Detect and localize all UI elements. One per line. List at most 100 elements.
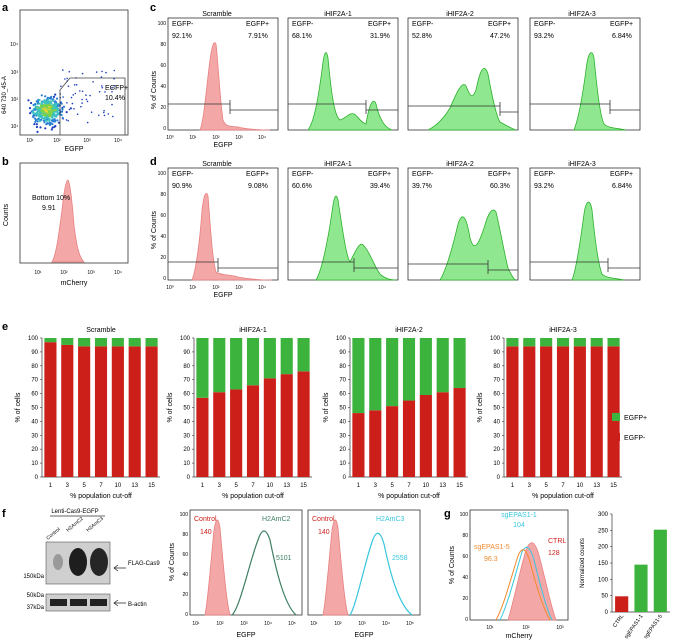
x-ticks: 10¹ 10² 10³ 10⁴ 10⁵ xyxy=(310,621,413,627)
panel-f-histogram-h2amc3: Control 140 H2AmC3 2558 EGFP 10¹ 10² 10³… xyxy=(307,509,421,639)
y-tick-label: 90 xyxy=(183,350,190,356)
y-tick: 0 xyxy=(163,126,166,132)
scatter-point xyxy=(38,98,41,102)
y-tick: 60 xyxy=(160,63,166,69)
x-tick-label: 1 xyxy=(357,483,361,489)
scatter-point xyxy=(40,102,43,105)
x-tick: 10⁵ xyxy=(406,621,414,627)
scatter-point xyxy=(113,85,116,87)
neg-label: EGFP- xyxy=(412,21,434,28)
scatter-point xyxy=(111,86,113,89)
y-tick-label: 30 xyxy=(339,433,346,439)
x-axis-label: EGFP xyxy=(236,632,255,639)
scatter-point xyxy=(90,111,93,113)
bar-egfp-pos xyxy=(540,338,553,347)
bar-egfp-neg xyxy=(453,388,466,477)
bar-egfp-pos xyxy=(297,338,310,372)
x-axis-label: % population cut-off xyxy=(222,493,284,500)
x-tick: 10¹ xyxy=(192,621,200,627)
marker-label: 150kDa xyxy=(23,574,44,580)
panel-label-g: g xyxy=(444,508,451,520)
y-tick-label: 30 xyxy=(183,433,190,439)
x-tick-label: 13 xyxy=(131,483,138,489)
scatter-point xyxy=(113,69,116,72)
y-tick-label: 0 xyxy=(605,610,609,616)
egfp-histogram xyxy=(571,201,625,281)
x-tick: 10² xyxy=(522,625,530,631)
bar-egfp-neg xyxy=(540,346,553,477)
mcherry-histogram xyxy=(51,179,85,263)
x-tick: 10² xyxy=(60,270,68,276)
y-tick-label: 30 xyxy=(493,433,500,439)
scatter-point xyxy=(28,107,32,110)
bar-egfp-pos xyxy=(386,338,399,407)
x-tick: 10² xyxy=(212,135,220,141)
scatter-point xyxy=(41,105,44,108)
scatter-point xyxy=(52,95,56,98)
gate-label: Bottom 10% xyxy=(32,195,70,202)
x-tick-label: 7 xyxy=(407,483,411,489)
y-axis-label: Normalized counts xyxy=(580,538,586,588)
y-tick: 80 xyxy=(160,42,166,48)
scatter-point xyxy=(55,110,58,113)
y-tick-label: 50 xyxy=(31,406,38,412)
x-tick-label: 13 xyxy=(283,483,290,489)
y-tick-label: 40 xyxy=(183,419,190,425)
scatter-point xyxy=(45,109,48,112)
neg-label: EGFP- xyxy=(172,21,194,28)
panel-d-ihif2a-2: iHIF2A-2 EGFP- 39.7% EGFP+ 60.3% xyxy=(407,161,519,281)
bar-egfp-neg xyxy=(607,346,620,477)
d-x-ticks: 10⁰ 10¹ 10² 10³ 10⁴ xyxy=(166,285,266,291)
bar-egfp-neg xyxy=(94,346,108,477)
panel-c-ihif2a-2: iHIF2A-2 EGFP- 52.8% EGFP+ 47.2% xyxy=(407,11,519,131)
y-tick-label: 60 xyxy=(339,392,346,398)
x-tick: 10⁰ xyxy=(166,285,174,291)
scatter-point xyxy=(66,102,68,104)
scatter-point xyxy=(41,115,44,118)
y-tick: 10⁴ xyxy=(10,42,18,48)
scatter-point xyxy=(44,95,47,98)
scatter-point xyxy=(86,100,89,103)
scatter-point xyxy=(43,113,46,116)
x-tick-label: 1 xyxy=(511,483,515,489)
scatter-point xyxy=(53,110,57,113)
s5-value: 96.3 xyxy=(484,556,498,563)
scatter-point xyxy=(35,123,39,126)
scatter-point xyxy=(66,77,68,80)
gate-label: EGFP+ xyxy=(105,85,128,92)
control-label: Control xyxy=(194,516,217,523)
neg-label: EGFP- xyxy=(292,21,314,28)
histogram-title: Scramble xyxy=(202,161,232,168)
scatter-point xyxy=(36,113,39,116)
ctrl-value: 128 xyxy=(548,550,560,557)
scatter-point xyxy=(95,71,98,73)
scatter-point xyxy=(75,83,78,86)
ctrl-label: CTRL xyxy=(548,538,566,545)
bar-egfp-pos xyxy=(590,338,603,347)
y-tick-label: 70 xyxy=(183,378,190,384)
x-tick-label: 5 xyxy=(390,483,394,489)
scatter-point xyxy=(33,108,37,111)
x-tick-label: 3 xyxy=(218,483,222,489)
panel-d-ihif2a-3: iHIF2A-3 EGFP- 93.2% EGFP+ 6.84% xyxy=(529,161,641,281)
scatter-point xyxy=(73,108,75,110)
bar-egfp-pos xyxy=(352,338,365,414)
x-tick-label: 5 xyxy=(234,483,238,489)
neg-value: 92.1% xyxy=(172,33,192,40)
x-axis-label: mCherry xyxy=(506,633,533,640)
y-tick-label: 50 xyxy=(493,406,500,412)
scatter-point xyxy=(52,109,55,112)
x-tick-label: sgEPAS1-1 xyxy=(624,614,645,640)
y-tick-label: 150 xyxy=(598,561,609,567)
bar-egfp-neg xyxy=(386,406,399,477)
stacked-bar-chart: iHIF2A-2 0 10 20 30 40 50 60 70 80 90 100 % of cells… xyxy=(323,327,468,500)
y-tick-label: 90 xyxy=(339,350,346,356)
x-tick: 10⁴ xyxy=(382,621,390,627)
bar-egfp-neg xyxy=(230,389,243,477)
x-tick-label: 5 xyxy=(82,483,86,489)
x-ticks: 10¹ 10² 10³ 10⁴ xyxy=(26,138,121,144)
bar-egfp-pos xyxy=(453,338,466,389)
gate-markers xyxy=(168,100,278,114)
